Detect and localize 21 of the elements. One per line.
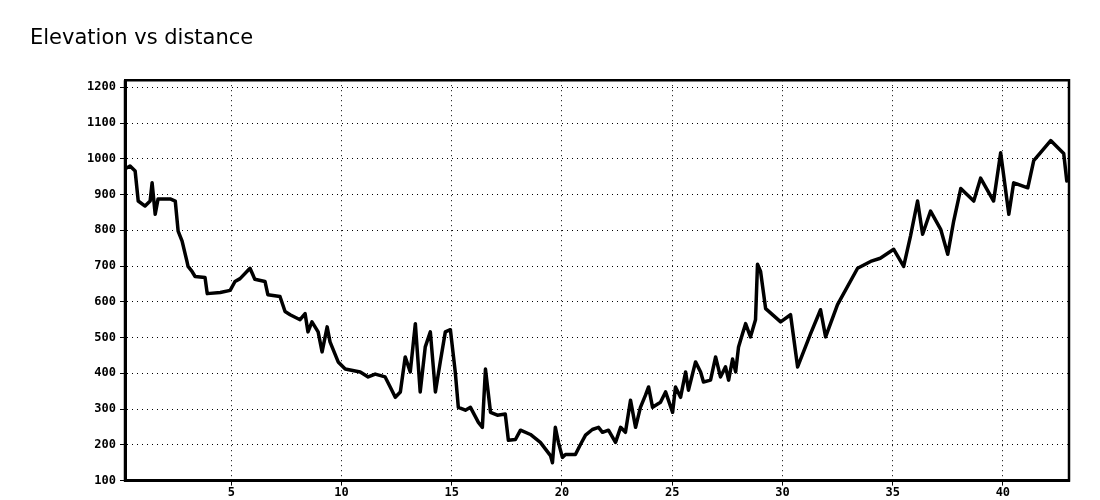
y-tick-label: 500 [94, 329, 116, 344]
x-tick-label: 5 [227, 484, 235, 499]
y-tick-label: 800 [94, 222, 116, 237]
y-tick-label: 1200 [87, 79, 116, 94]
x-tick-label: 20 [554, 484, 570, 499]
y-tick-label: 600 [94, 293, 116, 308]
y-tick-label: 200 [94, 436, 116, 451]
x-tick-label: 15 [444, 484, 459, 499]
x-tick-label: 35 [885, 484, 900, 499]
chart-title: Elevation vs distance [30, 25, 254, 50]
x-tick-label: 25 [664, 484, 680, 499]
y-tick-label: 1000 [87, 150, 116, 165]
y-tick-label: 400 [94, 365, 116, 380]
y-tick-label: 1100 [87, 115, 116, 130]
y-tick-label: 900 [94, 186, 116, 201]
y-tick-label: 700 [94, 258, 116, 273]
y-tick-label: 100 [94, 472, 116, 487]
x-tick-label: 30 [775, 484, 790, 499]
x-tick-label: 40 [995, 484, 1011, 499]
y-tick-label: 300 [94, 401, 116, 416]
x-tick-label: 10 [334, 484, 349, 499]
